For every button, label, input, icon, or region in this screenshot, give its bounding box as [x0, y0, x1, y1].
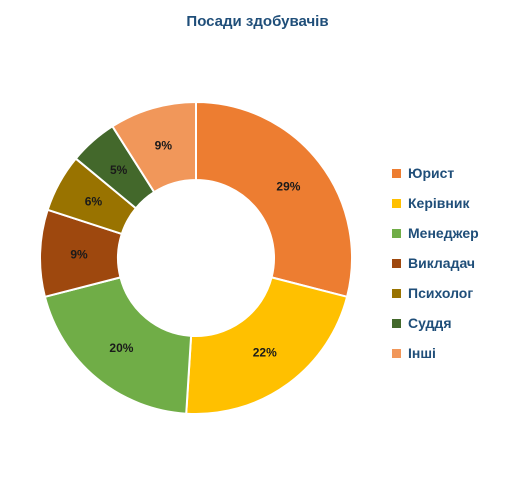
legend-swatch — [392, 288, 401, 298]
slice-label-7: 9% — [155, 139, 173, 153]
legend-swatch — [392, 348, 401, 358]
legend-label: Викладач — [408, 255, 476, 271]
slice-label-5: 6% — [85, 195, 103, 209]
legend-label: Менеджер — [408, 225, 479, 241]
legend-item-3: Менеджер — [392, 218, 479, 248]
legend-item-7: Інші — [392, 338, 479, 368]
slice-1 — [195, 100, 353, 299]
donut-labels: 29% 22% 20% 9% 6% 5% 9% — [70, 139, 300, 360]
legend-label: Юрист — [408, 165, 455, 181]
slice-7 — [111, 100, 197, 194]
slice-label-2: 22% — [253, 346, 277, 360]
slice-3 — [43, 276, 193, 415]
legend-label: Інші — [408, 345, 436, 361]
legend: Юрист Керівник Менеджер Викладач Психолог Суд… — [392, 158, 479, 368]
legend-item-6: Суддя — [392, 308, 479, 338]
slice-label-3: 20% — [109, 341, 133, 355]
legend-item-1: Юрист — [392, 158, 479, 188]
legend-swatch — [392, 318, 401, 328]
legend-item-2: Керівник — [392, 188, 479, 218]
legend-label: Керівник — [408, 195, 470, 211]
legend-swatch — [392, 168, 401, 178]
legend-swatch — [392, 258, 401, 268]
legend-label: Суддя — [408, 315, 452, 331]
legend-swatch — [392, 198, 401, 208]
slice-2 — [185, 276, 349, 415]
legend-item-5: Психолог — [392, 278, 479, 308]
slice-label-4: 9% — [70, 247, 88, 261]
legend-item-4: Викладач — [392, 248, 479, 278]
slice-label-1: 29% — [276, 179, 300, 193]
slice-label-6: 5% — [110, 163, 128, 177]
chart-title: Посади здобувачів — [186, 13, 329, 30]
legend-label: Психолог — [408, 285, 474, 301]
legend-swatch — [392, 228, 401, 238]
donut-slices — [39, 100, 353, 415]
